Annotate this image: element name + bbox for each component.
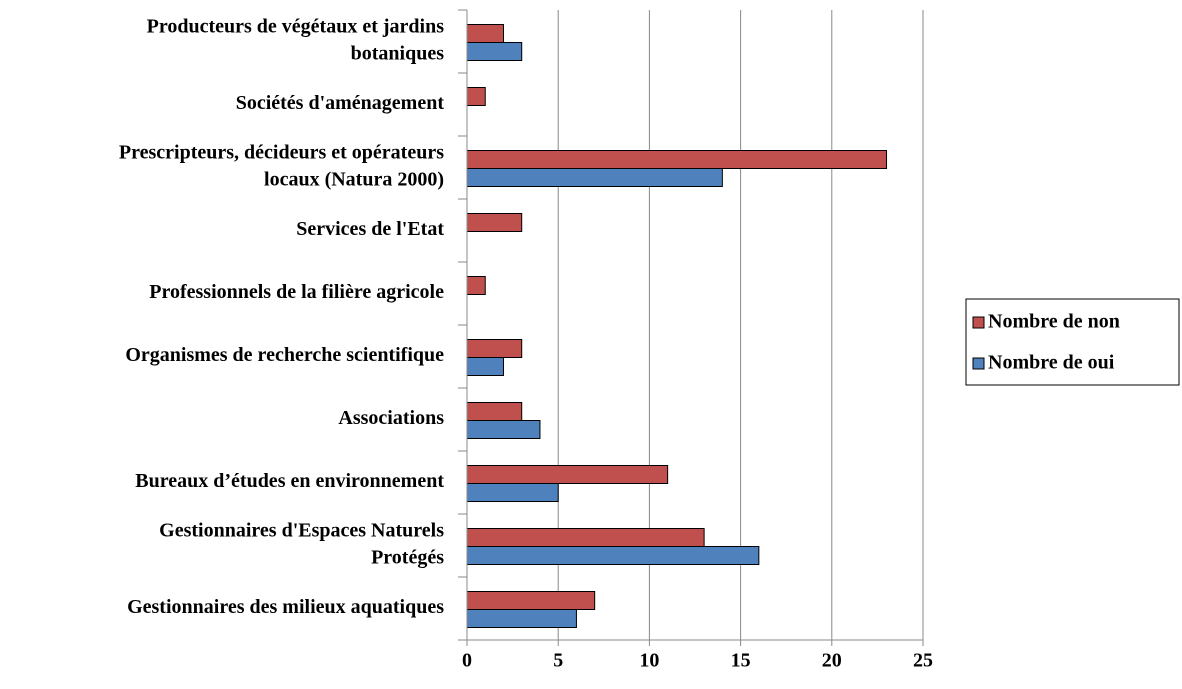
bar xyxy=(466,528,705,547)
y-tick-label: Prescripteurs, décideurs et opérateurs xyxy=(119,142,444,164)
y-tick-label: Organismes de recherche scientifique xyxy=(125,344,444,366)
legend-label: Nombre de non xyxy=(988,311,1120,333)
bar xyxy=(466,420,541,439)
bar xyxy=(466,609,577,628)
legend-swatch xyxy=(972,357,985,370)
bar xyxy=(466,339,523,358)
y-tick-label: Associations xyxy=(338,407,444,429)
bar xyxy=(466,42,523,61)
x-tick-label: 25 xyxy=(913,650,933,672)
bar xyxy=(466,591,596,610)
y-tick-label: Gestionnaires des milieux aquatiques xyxy=(127,596,444,618)
bar xyxy=(466,87,486,106)
bar xyxy=(466,357,504,376)
y-tick-label: Professionnels de la filière agricole xyxy=(149,281,444,303)
y-tick-label: Bureaux d’études en environnement xyxy=(135,470,444,492)
x-tick-label: 20 xyxy=(822,650,842,672)
legend-box xyxy=(965,298,1180,386)
x-tick-label: 0 xyxy=(462,650,472,672)
y-tick-label: botaniques xyxy=(351,43,445,65)
legend-swatch xyxy=(972,316,985,329)
x-tick-label: 10 xyxy=(639,650,659,672)
legend-label: Nombre de oui xyxy=(988,352,1115,374)
bar xyxy=(466,213,523,232)
bar xyxy=(466,465,669,484)
y-tick-label: Sociétés d'aménagement xyxy=(236,92,445,114)
bar xyxy=(466,24,504,43)
y-tick-label: Services de l'Etat xyxy=(296,218,444,240)
bar xyxy=(466,150,888,169)
bar xyxy=(466,546,760,565)
x-tick-label: 15 xyxy=(731,650,751,672)
bar xyxy=(466,483,559,502)
y-tick-label: Producteurs de végétaux et jardins xyxy=(147,16,445,38)
bar xyxy=(466,168,723,187)
bar xyxy=(466,402,523,421)
y-tick-label: Protégés xyxy=(371,547,444,569)
bar xyxy=(466,276,486,295)
x-tick-label: 5 xyxy=(553,650,563,672)
y-tick-label: locaux (Natura 2000) xyxy=(264,169,444,191)
y-tick-label: Gestionnaires d'Espaces Naturels xyxy=(159,520,444,542)
